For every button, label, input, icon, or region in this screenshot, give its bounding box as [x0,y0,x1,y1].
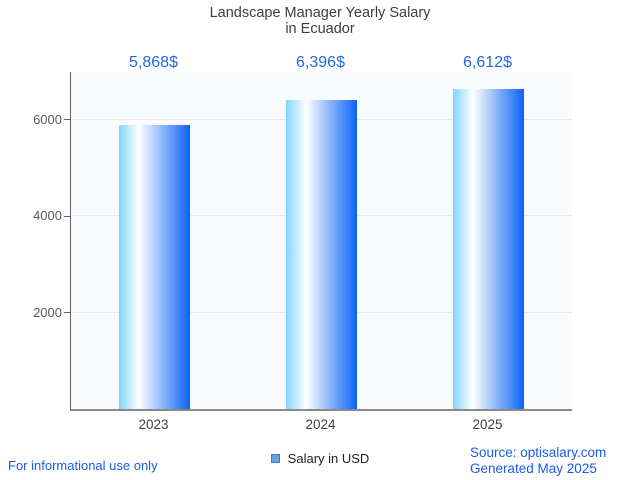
legend-swatch-icon [270,453,280,463]
footer-source-link[interactable]: Source: optisalary.com [470,445,607,460]
bar-2025 [453,89,524,409]
legend: Salary in USD [0,450,640,466]
x-tick-label: 2023 [138,417,169,432]
x-tick-label: 2024 [305,417,336,432]
footer-generated: Generated May 2025 [470,460,597,476]
x-tick-label: 2025 [472,417,503,432]
y-tick-mark [64,215,70,217]
chart-title-line1: Landscape Manager Yearly Salary [209,5,431,21]
chart-title: Landscape Manager Yearly Salary in Ecuad… [0,5,640,37]
bar-2024 [286,99,357,409]
y-tick-label: 4000 [33,208,62,224]
y-tick-label: 6000 [33,111,62,127]
legend-label: Salary in USD [287,450,370,466]
footer-attribution: Source: optisalary.com Generated May 202… [470,445,606,476]
chart-title-line2: in Ecuador [285,21,355,37]
bar-2023 [119,125,190,409]
footer-disclaimer: For informational use only [8,458,158,473]
bar-value-label: 6,612$ [463,54,512,71]
plot-area [70,72,572,411]
bar-value-label: 6,396$ [296,54,345,71]
y-tick-mark [64,312,70,314]
y-tick-mark [64,119,70,120]
y-tick-label: 2000 [33,304,62,320]
bar-value-label: 5,868$ [129,54,178,71]
